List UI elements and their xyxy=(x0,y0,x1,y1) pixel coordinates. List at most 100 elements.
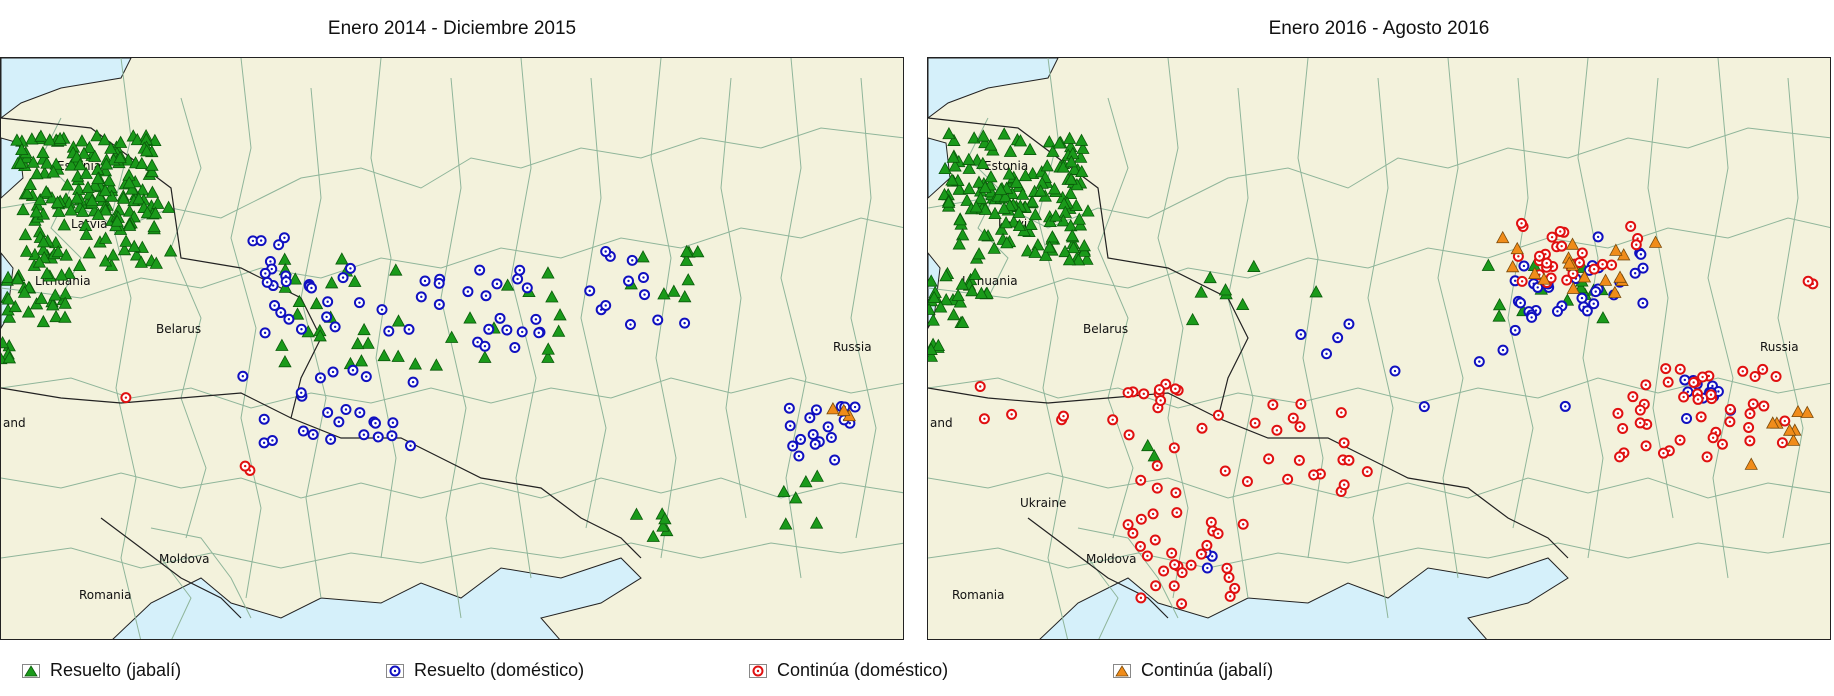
legend-label: Continúa (doméstico) xyxy=(777,660,949,680)
marker-resuelto-jabali xyxy=(10,133,24,146)
marker-resuelto-jabali xyxy=(77,146,91,159)
marker-continua-domestico xyxy=(1219,465,1231,477)
marker-continua-domestico xyxy=(1127,527,1139,539)
marker-resuelto-jabali xyxy=(931,338,946,351)
marker-resuelto-jabali xyxy=(997,201,1011,214)
marker-resuelto-jabali xyxy=(54,268,69,281)
marker-resuelto-jabali xyxy=(43,133,57,146)
marker-resuelto-jabali xyxy=(1481,258,1496,271)
marker-resuelto-domestico xyxy=(405,440,417,452)
marker-resuelto-jabali xyxy=(391,314,406,327)
marker-resuelto-jabali xyxy=(48,288,62,301)
marker-resuelto-jabali xyxy=(93,189,107,203)
marker-resuelto-jabali xyxy=(351,336,365,350)
marker-resuelto-jabali xyxy=(938,161,952,175)
marker-resuelto-jabali xyxy=(969,200,983,213)
marker-continua-domestico xyxy=(1617,422,1629,434)
marker-resuelto-domestico xyxy=(1635,248,1647,260)
marker-resuelto-jabali xyxy=(98,254,113,267)
marker-resuelto-jabali xyxy=(64,158,79,171)
marker-continua-jabali xyxy=(837,403,851,416)
marker-resuelto-jabali xyxy=(928,290,941,304)
marker-continua-domestico xyxy=(1758,400,1770,412)
marker-resuelto-jabali xyxy=(34,291,49,304)
marker-resuelto-jabali xyxy=(98,231,113,244)
marker-continua-domestico xyxy=(1770,371,1782,383)
marker-continua-domestico xyxy=(1237,518,1249,530)
marker-continua-domestico xyxy=(1229,582,1241,594)
marker-resuelto-jabali xyxy=(1025,195,1040,208)
marker-resuelto-jabali xyxy=(90,129,104,142)
marker-resuelto-jabali xyxy=(30,166,44,180)
marker-continua-domestico xyxy=(1058,410,1070,422)
marker-resuelto-jabali xyxy=(500,278,515,291)
marker-resuelto-jabali xyxy=(1018,168,1033,182)
marker-resuelto-jabali xyxy=(91,207,106,220)
marker-resuelto-domestico xyxy=(521,282,533,294)
place-label-russia: Russia xyxy=(833,340,872,354)
marker-resuelto-domestico xyxy=(383,325,395,337)
marker-resuelto-jabali xyxy=(947,133,961,146)
marker-resuelto-jabali xyxy=(658,512,672,525)
marker-resuelto-jabali xyxy=(40,156,54,169)
place-label-belarus: Belarus xyxy=(1083,322,1128,336)
marker-continua-domestico xyxy=(1122,387,1134,399)
marker-resuelto-jabali xyxy=(1033,184,1048,197)
marker-resuelto-domestico xyxy=(237,370,249,382)
marker-resuelto-domestico xyxy=(333,416,345,428)
marker-resuelto-jabali xyxy=(290,307,305,320)
marker-continua-domestico xyxy=(1158,565,1170,577)
marker-continua-jabali xyxy=(1577,270,1592,283)
marker-resuelto-jabali xyxy=(357,322,371,336)
marker-resuelto-jabali xyxy=(99,157,114,170)
marker-resuelto-domestico xyxy=(297,425,309,437)
marker-continua-domestico xyxy=(1705,389,1717,401)
marker-resuelto-jabali xyxy=(999,216,1013,229)
marker-resuelto-domestico xyxy=(433,298,445,310)
marker-resuelto-jabali xyxy=(163,244,178,257)
marker-resuelto-jabali xyxy=(1075,164,1089,178)
marker-resuelto-domestico xyxy=(1532,281,1544,293)
marker-resuelto-domestico xyxy=(1343,318,1355,330)
marker-continua-domestico xyxy=(1308,469,1320,481)
marker-resuelto-domestico xyxy=(483,323,495,335)
marker-resuelto-jabali xyxy=(445,330,459,343)
marker-resuelto-domestico xyxy=(479,340,491,352)
marker-resuelto-jabali xyxy=(98,203,113,216)
marker-resuelto-jabali xyxy=(953,295,967,308)
marker-continua-jabali xyxy=(1598,273,1613,286)
marker-resuelto-jabali xyxy=(967,131,981,144)
marker-resuelto-domestico xyxy=(1637,297,1649,309)
marker-resuelto-jabali xyxy=(309,296,324,310)
marker-continua-domestico xyxy=(1224,590,1236,602)
place-label-moldova: Moldova xyxy=(159,552,209,566)
country-borders xyxy=(1,117,642,619)
marker-resuelto-jabali xyxy=(951,288,965,301)
marker-resuelto-jabali xyxy=(88,149,102,162)
marker-continua-domestico xyxy=(1223,572,1235,584)
marker-continua-domestico xyxy=(1287,412,1299,424)
marker-resuelto-domestico xyxy=(809,438,821,450)
marker-resuelto-domestico xyxy=(637,272,649,284)
marker-resuelto-jabali xyxy=(1064,155,1079,168)
marker-continua-domestico xyxy=(1135,474,1147,486)
marker-continua-domestico xyxy=(1249,417,1261,429)
marker-resuelto-domestico xyxy=(376,304,388,316)
marker-resuelto-domestico xyxy=(258,413,270,425)
marker-resuelto-jabali xyxy=(1,270,15,283)
marker-continua-jabali xyxy=(1566,281,1580,294)
marker-resuelto-jabali xyxy=(810,469,824,482)
marker-continua-domestico xyxy=(1744,408,1756,420)
marker-resuelto-domestico xyxy=(1559,400,1571,412)
marker-continua-domestico xyxy=(1176,567,1188,579)
marker-continua-domestico xyxy=(1155,394,1167,406)
marker-resuelto-jabali xyxy=(2,310,17,323)
marker-resuelto-jabali xyxy=(945,173,959,186)
legend-label: Resuelto (jabalí) xyxy=(50,660,182,680)
marker-resuelto-jabali xyxy=(76,204,90,217)
marker-continua-domestico xyxy=(1707,432,1719,444)
baltic-sea xyxy=(1,58,132,119)
marker-resuelto-jabali xyxy=(1247,259,1261,272)
marker-resuelto-jabali xyxy=(1218,283,1233,296)
marker-continua-domestico xyxy=(1196,422,1208,434)
